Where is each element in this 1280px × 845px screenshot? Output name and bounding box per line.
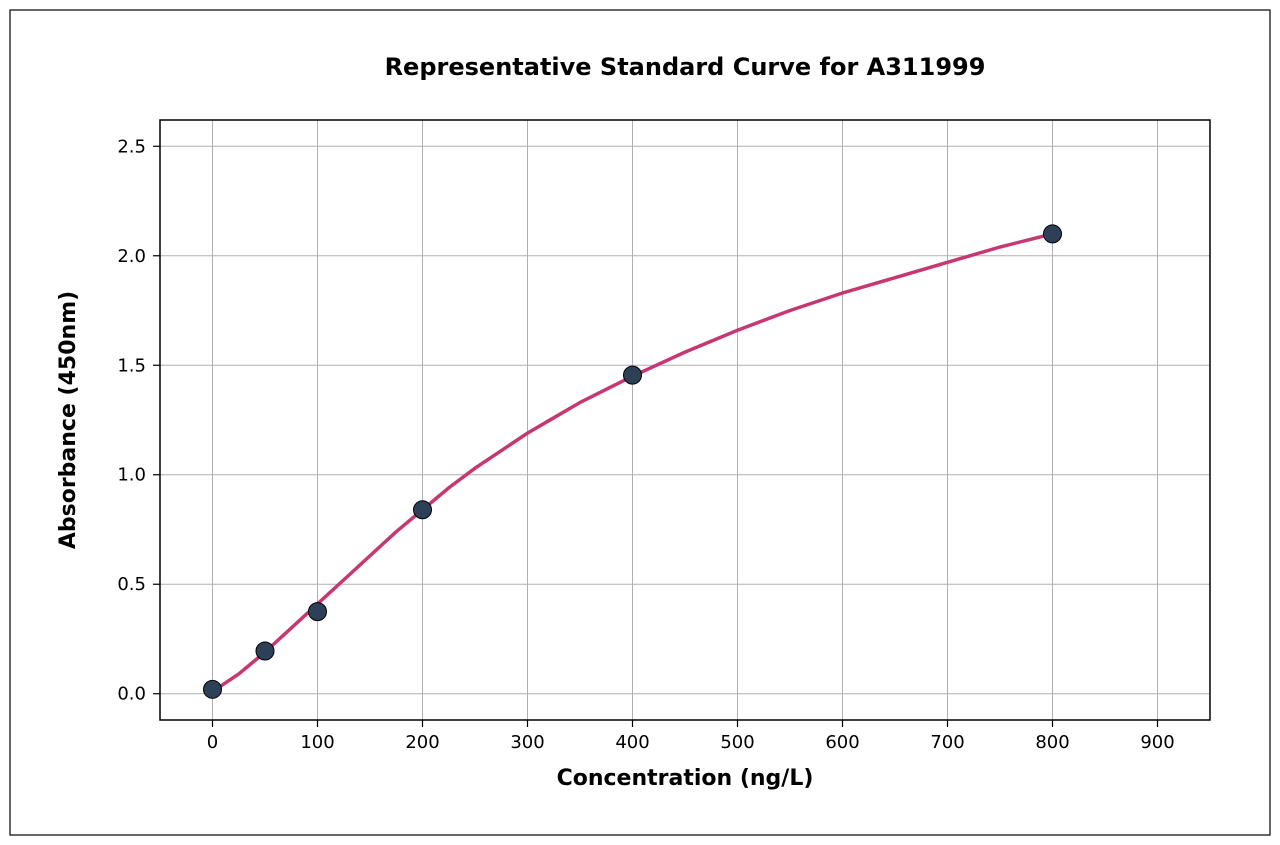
chart-svg: 0 100 200 300 400 500 600 700 800 900 0.0 0.5 1.0 1.5… xyxy=(0,0,1280,845)
ytick-label: 0.5 xyxy=(117,574,146,595)
xtick-label: 900 xyxy=(1140,732,1174,753)
xtick-label: 500 xyxy=(720,732,754,753)
y-axis-label: Absorbance (450nm) xyxy=(56,291,81,549)
xtick-label: 600 xyxy=(825,732,859,753)
chart-title: Representative Standard Curve for A31199… xyxy=(385,53,986,81)
chart-container: 0 100 200 300 400 500 600 700 800 900 0.0 0.5 1.0 1.5… xyxy=(0,0,1280,845)
xtick-label: 200 xyxy=(405,732,439,753)
data-point-marker xyxy=(624,366,642,384)
ytick-label: 2.5 xyxy=(117,136,146,157)
data-point-marker xyxy=(309,603,327,621)
ytick-label: 0.0 xyxy=(117,684,146,705)
xtick-label: 100 xyxy=(300,732,334,753)
ytick-label: 2.0 xyxy=(117,246,146,267)
xtick-label: 300 xyxy=(510,732,544,753)
x-axis-label: Concentration (ng/L) xyxy=(557,766,814,791)
data-point-marker xyxy=(204,680,222,698)
xtick-label: 400 xyxy=(615,732,649,753)
xtick-label: 700 xyxy=(930,732,964,753)
xtick-label: 0 xyxy=(207,732,218,753)
ytick-label: 1.5 xyxy=(117,355,146,376)
data-point-marker xyxy=(414,501,432,519)
data-point-marker xyxy=(256,642,274,660)
ytick-label: 1.0 xyxy=(117,465,146,486)
xtick-label: 800 xyxy=(1035,732,1069,753)
data-point-marker xyxy=(1044,225,1062,243)
